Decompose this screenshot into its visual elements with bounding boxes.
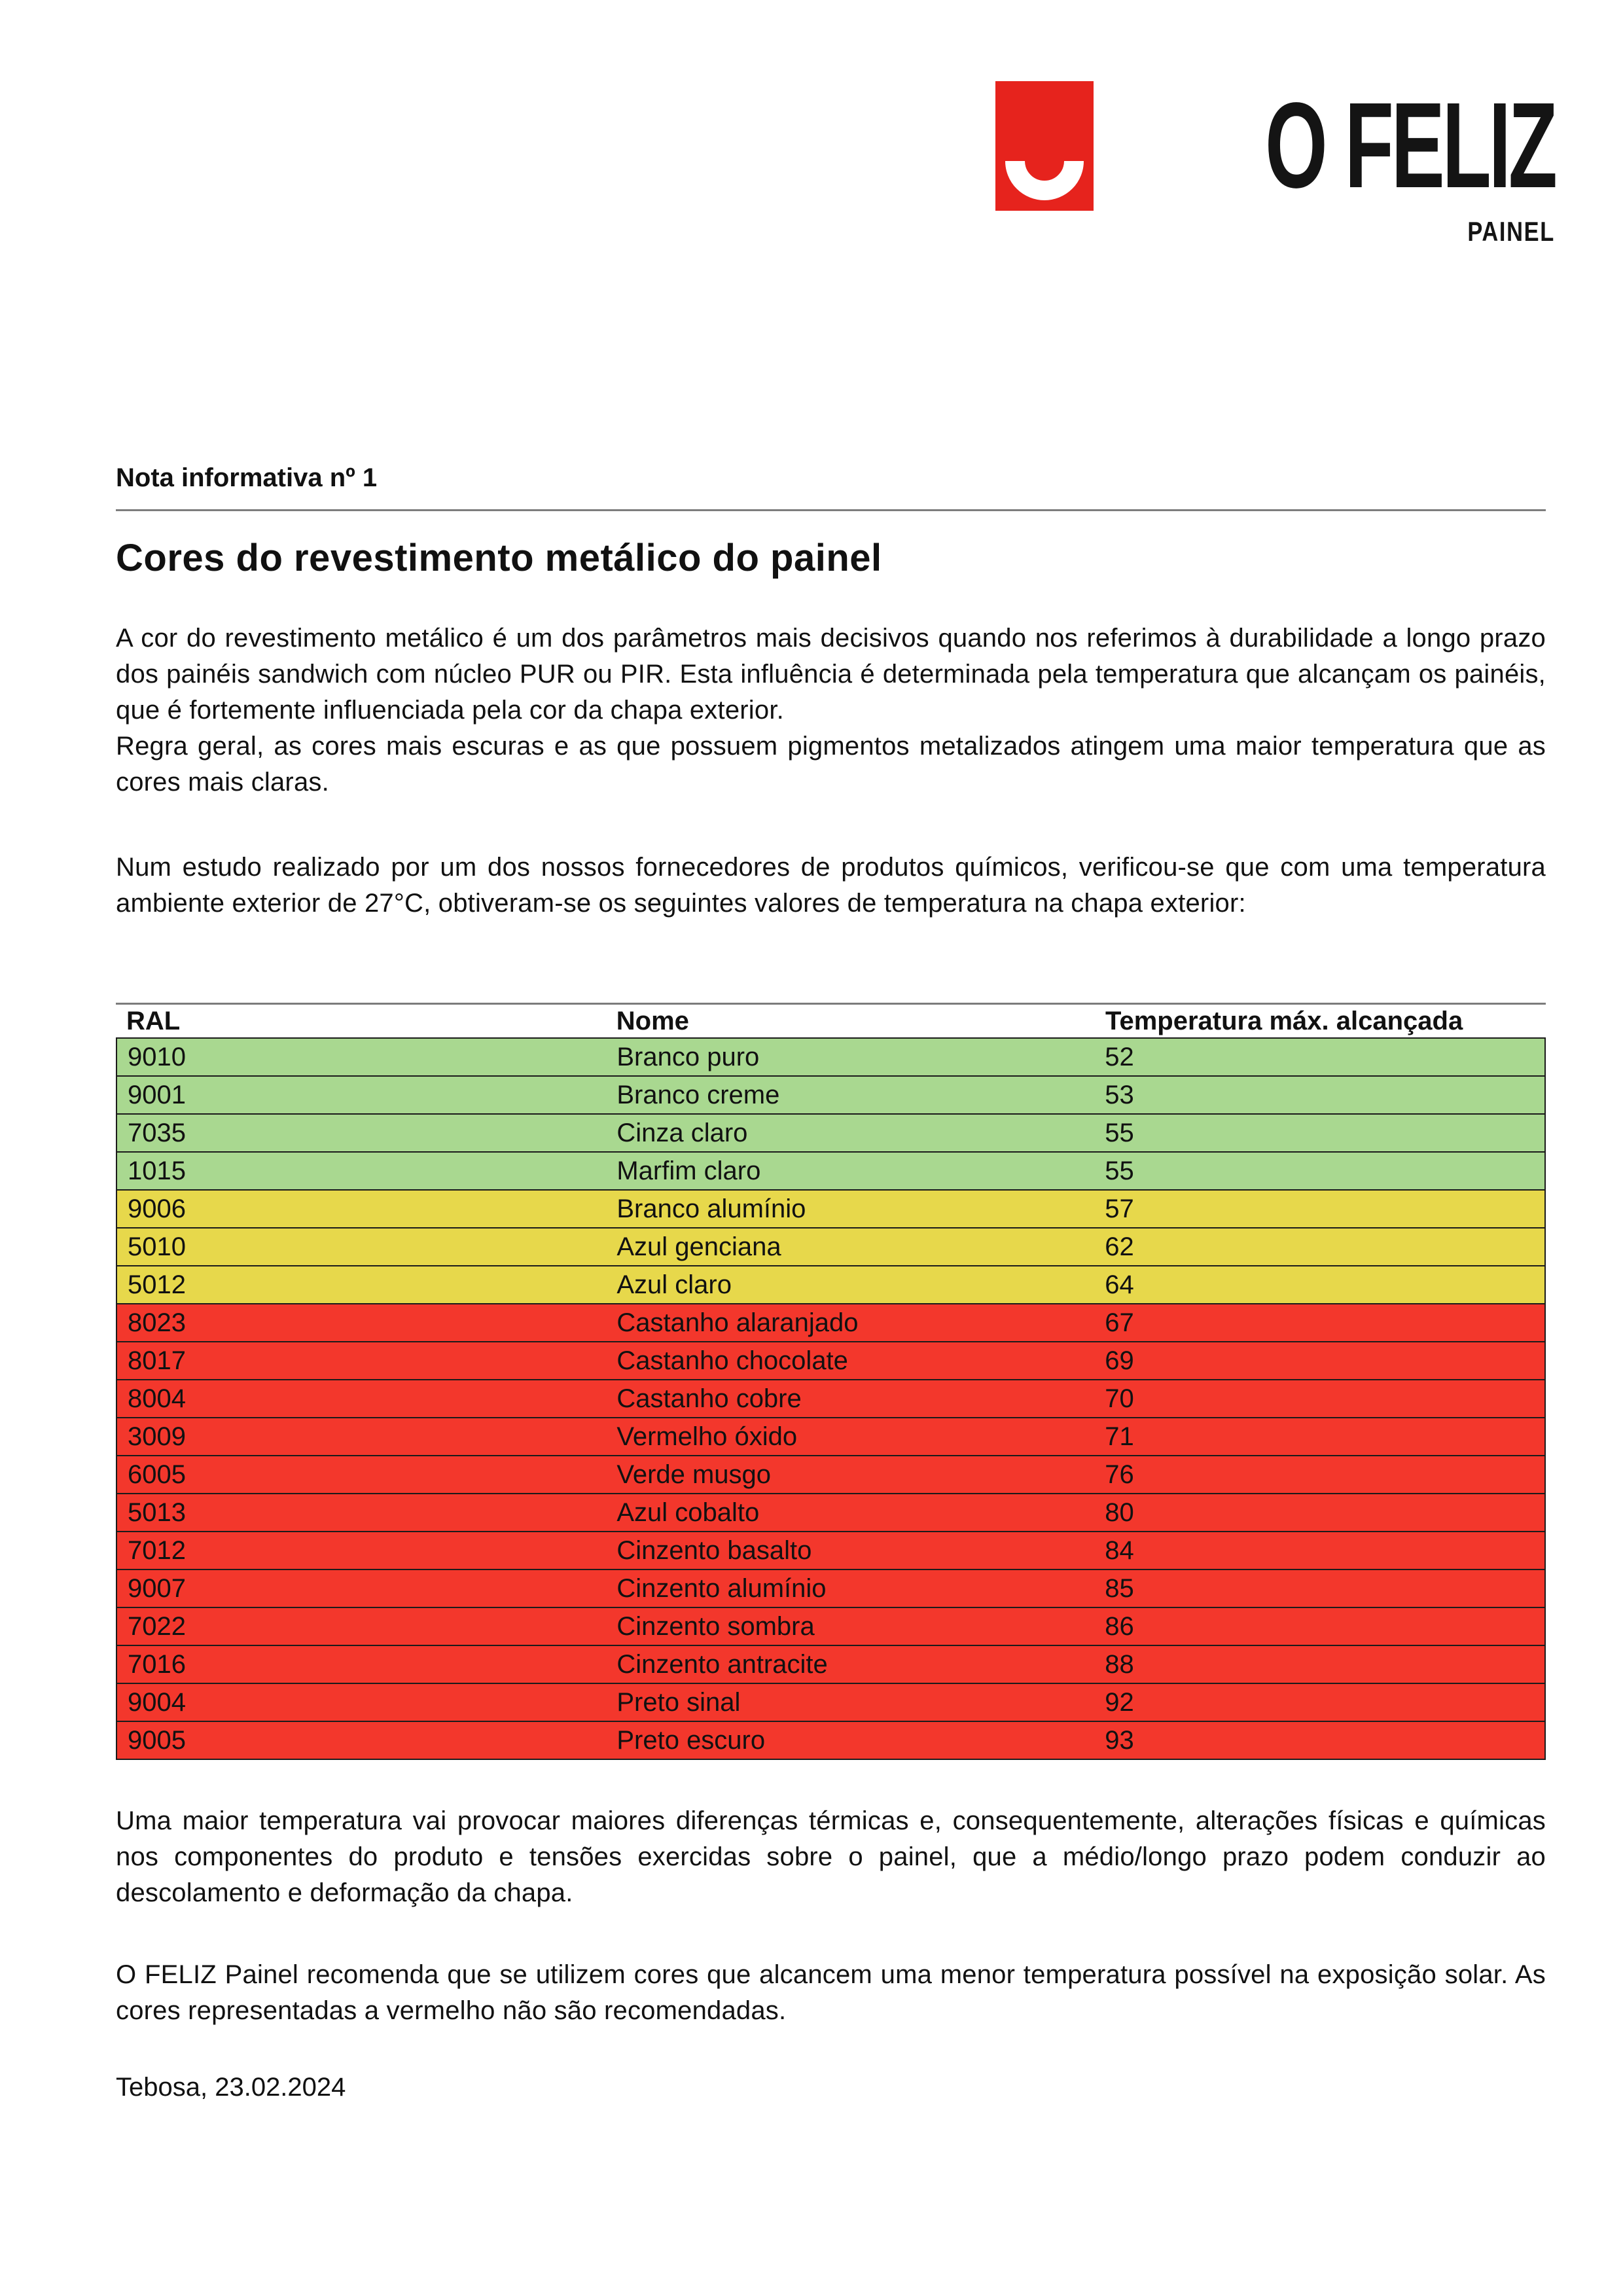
cell-ral: 9006 — [128, 1194, 186, 1223]
cell-nome: Azul cobalto — [616, 1498, 760, 1527]
cell-temperatura: 55 — [1105, 1156, 1134, 1185]
cell-temperatura: 53 — [1105, 1080, 1134, 1109]
table-header-temperatura: Temperatura máx. alcançada — [1105, 1006, 1463, 1035]
cell-ral: 7022 — [128, 1611, 186, 1641]
cell-nome: Marfim claro — [616, 1156, 761, 1185]
cell-temperatura: 85 — [1105, 1573, 1134, 1603]
table-header-row: RAL Nome Temperatura máx. alcançada — [116, 1003, 1546, 1037]
table-row: 9010 Branco puro 52 — [117, 1039, 1544, 1077]
ral-temperature-table: RAL Nome Temperatura máx. alcançada 9010… — [116, 1003, 1546, 1760]
table-row: 8017 Castanho chocolate 69 — [117, 1342, 1544, 1380]
cell-nome: Branco puro — [616, 1042, 760, 1071]
cell-temperatura: 64 — [1105, 1270, 1134, 1299]
paragraph-study: Num estudo realizado por um dos nossos f… — [116, 853, 1546, 918]
cell-temperatura: 93 — [1105, 1725, 1134, 1755]
cell-nome: Verde musgo — [616, 1460, 772, 1489]
header-divider — [116, 509, 1546, 511]
table-row: 9005 Preto escuro 93 — [117, 1722, 1544, 1759]
table-row: 7022 Cinzento sombra 86 — [117, 1608, 1544, 1646]
paragraph-intro-part2: Regra geral, as cores mais escuras e as … — [116, 732, 1546, 797]
cell-nome: Cinzento antracite — [616, 1649, 828, 1679]
cell-temperatura: 71 — [1105, 1422, 1134, 1451]
table-row: 9006 Branco alumínio 57 — [117, 1191, 1544, 1229]
table-row: 9007 Cinzento alumínio 85 — [117, 1570, 1544, 1608]
cell-nome: Preto escuro — [616, 1725, 766, 1755]
paragraph-consequences: Uma maior temperatura vai provocar maior… — [116, 1806, 1546, 1907]
table-header-nome: Nome — [616, 1006, 689, 1035]
cell-temperatura: 70 — [1105, 1384, 1134, 1413]
cell-ral: 1015 — [128, 1156, 186, 1185]
cell-ral: 8004 — [128, 1384, 186, 1413]
cell-nome: Cinzento sombra — [616, 1611, 815, 1641]
cell-nome: Cinzento alumínio — [616, 1573, 827, 1603]
table-row: 7012 Cinzento basalto 84 — [117, 1532, 1544, 1570]
cell-nome: Azul genciana — [616, 1232, 781, 1261]
table-row: 9001 Branco creme 53 — [117, 1077, 1544, 1115]
cell-temperatura: 84 — [1105, 1535, 1134, 1565]
paragraph-intro-part1: A cor do revestimento metálico é um dos … — [116, 624, 1546, 725]
table-row: 3009 Vermelho óxido 71 — [117, 1418, 1544, 1456]
cell-temperatura: 67 — [1105, 1308, 1134, 1337]
cell-ral: 7016 — [128, 1649, 186, 1679]
cell-ral: 9010 — [128, 1042, 186, 1071]
cell-temperatura: 62 — [1105, 1232, 1134, 1261]
table-row: 9004 Preto sinal 92 — [117, 1684, 1544, 1722]
table-row: 8023 Castanho alaranjado 67 — [117, 1304, 1544, 1342]
cell-ral: 7035 — [128, 1118, 186, 1147]
cell-temperatura: 76 — [1105, 1460, 1134, 1489]
cell-ral: 8023 — [128, 1308, 186, 1337]
brand-name: O FELIZ — [1265, 78, 1558, 213]
table-row: 6005 Verde musgo 76 — [117, 1456, 1544, 1494]
paragraph-recommendation: O FELIZ Painel recomenda que se utilizem… — [116, 1960, 1546, 2025]
cell-nome: Cinzento basalto — [616, 1535, 812, 1565]
table-header-ral: RAL — [126, 1006, 181, 1035]
smile-icon — [995, 81, 1094, 211]
brand-subtitle: PAINEL — [1467, 216, 1555, 247]
cell-nome: Preto sinal — [616, 1687, 741, 1717]
table-row: 5013 Azul cobalto 80 — [117, 1494, 1544, 1532]
cell-nome: Castanho chocolate — [616, 1346, 848, 1375]
brand-logo-row: O FELIZ — [995, 78, 1558, 213]
cell-nome: Branco creme — [616, 1080, 780, 1109]
cell-ral: 5010 — [128, 1232, 186, 1261]
cell-ral: 8017 — [128, 1346, 186, 1375]
cell-ral: 9004 — [128, 1687, 186, 1717]
date-line: Tebosa, 23.02.2024 — [116, 2073, 346, 2102]
cell-temperatura: 57 — [1105, 1194, 1134, 1223]
cell-ral: 5013 — [128, 1498, 186, 1527]
page-title: Cores do revestimento metálico do painel — [116, 537, 882, 579]
cell-nome: Azul claro — [616, 1270, 732, 1299]
paragraph-intro: A cor do revestimento metálico é um dos … — [116, 620, 1546, 800]
cell-nome: Branco alumínio — [616, 1194, 806, 1223]
cell-ral: 6005 — [128, 1460, 186, 1489]
cell-temperatura: 52 — [1105, 1042, 1134, 1071]
table-body: 9010 Branco puro 52 9001 Branco creme 53… — [116, 1037, 1546, 1760]
cell-nome: Cinza claro — [616, 1118, 748, 1147]
brand-logo: O FELIZ PAINEL — [995, 78, 1558, 247]
table-row: 5010 Azul genciana 62 — [117, 1229, 1544, 1266]
cell-temperatura: 69 — [1105, 1346, 1134, 1375]
table-row: 1015 Marfim claro 55 — [117, 1153, 1544, 1191]
cell-temperatura: 88 — [1105, 1649, 1134, 1679]
cell-ral: 7012 — [128, 1535, 186, 1565]
cell-ral: 9001 — [128, 1080, 186, 1109]
cell-nome: Castanho cobre — [616, 1384, 802, 1413]
cell-nome: Castanho alaranjado — [616, 1308, 859, 1337]
cell-nome: Vermelho óxido — [616, 1422, 798, 1451]
cell-ral: 5012 — [128, 1270, 186, 1299]
cell-temperatura: 86 — [1105, 1611, 1134, 1641]
table-row: 8004 Castanho cobre 70 — [117, 1380, 1544, 1418]
cell-ral: 9005 — [128, 1725, 186, 1755]
cell-temperatura: 55 — [1105, 1118, 1134, 1147]
note-label: Nota informativa nº 1 — [116, 463, 378, 492]
cell-ral: 9007 — [128, 1573, 186, 1603]
cell-temperatura: 92 — [1105, 1687, 1134, 1717]
cell-temperatura: 80 — [1105, 1498, 1134, 1527]
table-row: 5012 Azul claro 64 — [117, 1266, 1544, 1304]
table-row: 7016 Cinzento antracite 88 — [117, 1646, 1544, 1684]
cell-ral: 3009 — [128, 1422, 186, 1451]
smile-arc — [1005, 160, 1084, 200]
table-row: 7035 Cinza claro 55 — [117, 1115, 1544, 1153]
